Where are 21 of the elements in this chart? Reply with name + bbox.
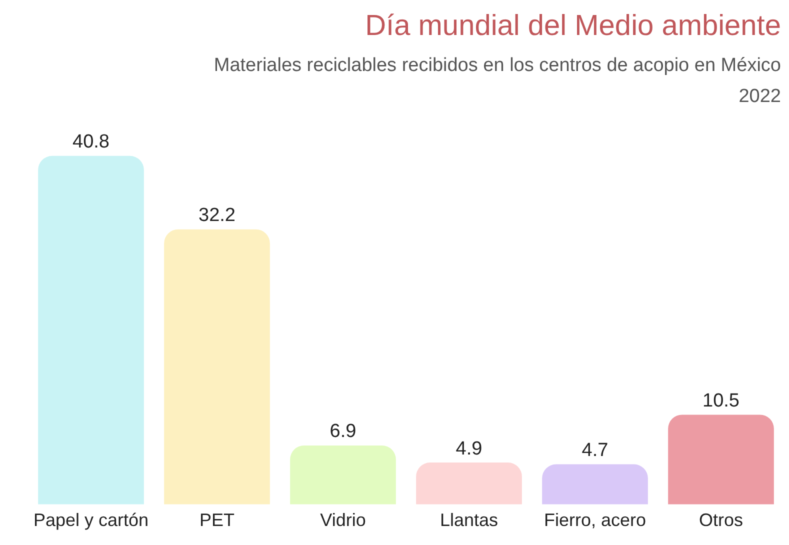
data-label: 6.9 xyxy=(330,421,356,442)
bar xyxy=(164,229,270,504)
bar xyxy=(290,445,396,504)
text: 2022 xyxy=(738,86,781,108)
x-tick-label: Papel y cartón xyxy=(33,510,149,530)
x-tick-label: Llantas xyxy=(440,510,498,530)
x-tick-label: PET xyxy=(199,510,235,530)
bar xyxy=(416,462,522,504)
x-tick-label: Vidrio xyxy=(320,510,366,530)
chart-title: Día mundial del Medio ambiente xyxy=(365,10,781,43)
data-label: 40.8 xyxy=(72,132,110,153)
bar xyxy=(542,464,648,504)
data-label: 4.9 xyxy=(456,438,482,460)
data-label: 10.5 xyxy=(702,390,740,412)
chart-subtitle: Materiales reciclables recibidos en los centros de acopio en México xyxy=(214,55,781,77)
bar xyxy=(38,156,144,504)
bar xyxy=(668,414,774,504)
x-tick-label: Otros xyxy=(698,510,744,530)
data-label: 4.7 xyxy=(582,440,608,461)
x-tick-label: Fierro, acero xyxy=(544,510,646,530)
data-label: 32.2 xyxy=(198,205,236,226)
